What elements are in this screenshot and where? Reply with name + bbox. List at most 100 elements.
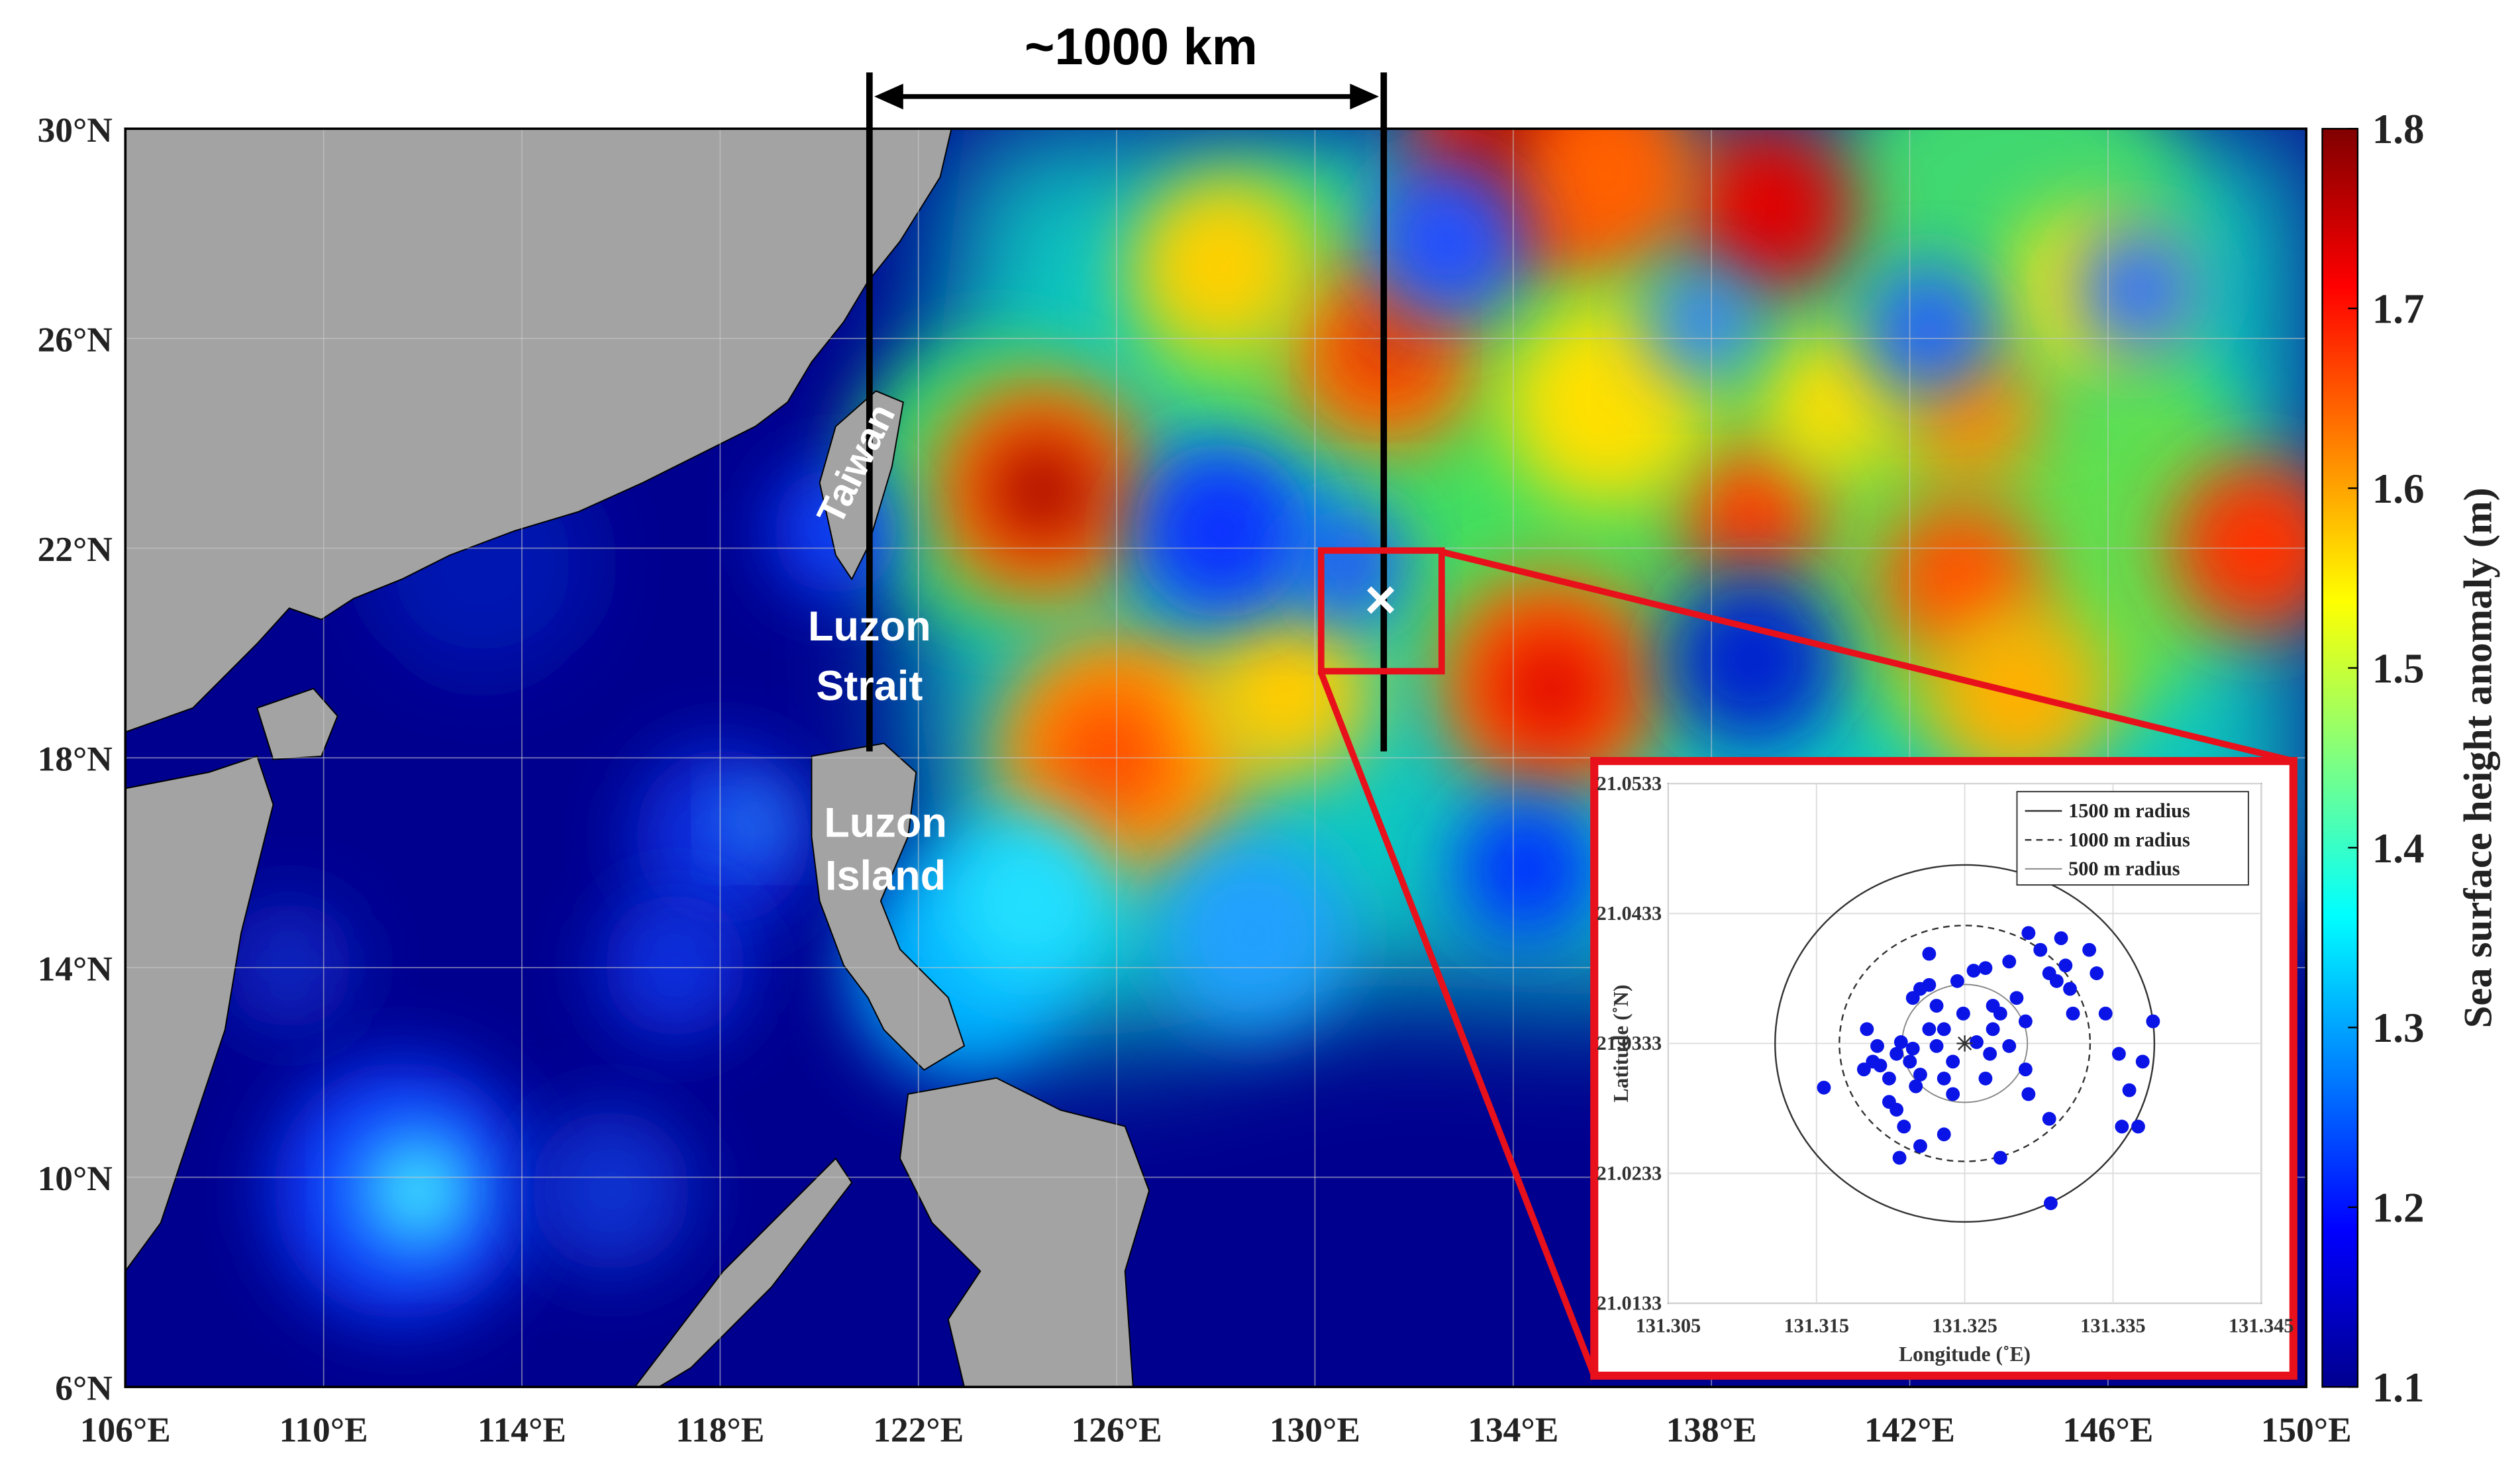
- point: [1905, 1041, 1920, 1056]
- point: [1993, 1006, 2007, 1021]
- colorbar-label: Sea surface height anomaly (m): [2456, 487, 2500, 1028]
- x-tick-label: 138°E: [1666, 1410, 1757, 1450]
- distance-marker: ~1000 km: [866, 19, 1387, 752]
- point: [1909, 1079, 1923, 1093]
- site-box: [1317, 547, 1445, 675]
- radius-circle: [1839, 925, 2092, 1162]
- point: [1956, 1006, 1970, 1021]
- point: [2018, 1014, 2033, 1029]
- colorbar-tick-label: 1.1: [2372, 1364, 2425, 1411]
- x-tick-label: 146°E: [2062, 1410, 2153, 1450]
- field-blob: [1679, 442, 1825, 587]
- y-tick-label: 18°N: [38, 739, 113, 779]
- colorbar-tick-label: 1.4: [2372, 825, 2425, 872]
- point: [2063, 982, 2077, 996]
- point: [1870, 1038, 1884, 1053]
- point: [2058, 958, 2073, 973]
- point: [2135, 1054, 2150, 1069]
- point: [2049, 974, 2064, 988]
- point: [1983, 1046, 1997, 1061]
- field-blob: [1197, 603, 1374, 781]
- y-tick-label: 21.0433: [1597, 902, 1662, 925]
- visayas-mindanao: [899, 1077, 1150, 1388]
- point: [1929, 1038, 1944, 1053]
- field-blob: [361, 1134, 474, 1247]
- y-tick-label: 21.0133: [1597, 1292, 1662, 1314]
- point: [2146, 1014, 2160, 1029]
- point: [1913, 1139, 1927, 1153]
- zoom-connector: [1318, 548, 2294, 1377]
- field-blob: [1133, 442, 1310, 620]
- point: [1986, 1022, 2000, 1037]
- colorbar-tick-label: 1.8: [2372, 106, 2425, 152]
- point: [1890, 1046, 1904, 1061]
- point: [2009, 991, 2024, 1005]
- taiwan: [819, 390, 904, 581]
- field-blob: [1511, 128, 1704, 274]
- point: [1937, 1127, 1951, 1142]
- island-label: Luzon: [824, 799, 947, 846]
- y-tick-label: 21.0333: [1597, 1032, 1662, 1054]
- hainan: [256, 687, 338, 760]
- point: [1946, 1054, 1960, 1069]
- y-tick-label: 22°N: [38, 529, 113, 569]
- point: [1993, 1150, 2007, 1165]
- point: [1913, 1068, 1927, 1082]
- field-blob: [1647, 265, 1760, 378]
- colorbar-tick-label: 1.2: [2372, 1185, 2425, 1231]
- field-blob: [723, 788, 788, 853]
- point: [1922, 978, 1937, 992]
- x-tick-label: 110°E: [279, 1410, 368, 1450]
- point: [1897, 1119, 1911, 1134]
- distance-label: ~1000 km: [1025, 19, 1258, 76]
- point: [1893, 1035, 1908, 1049]
- point: [1922, 1022, 1937, 1037]
- point: [2082, 942, 2097, 957]
- x-tick-label: 131.345: [2229, 1314, 2294, 1337]
- point: [1882, 1071, 1896, 1086]
- field-blob: [1679, 128, 1856, 298]
- zoom-line: [1440, 548, 2294, 764]
- y-tick-label: 10°N: [38, 1158, 113, 1198]
- point: [2131, 1119, 2145, 1134]
- point: [1922, 946, 1937, 961]
- point: [1873, 1058, 1888, 1073]
- point: [1937, 1022, 1951, 1037]
- x-tick-label: 131.335: [2080, 1314, 2146, 1337]
- y-tick-label: 6°N: [55, 1368, 113, 1408]
- y-tick-label: 21.0233: [1597, 1162, 1662, 1184]
- x-tick-label: 114°E: [478, 1410, 566, 1450]
- x-tick-label: 122°E: [873, 1410, 964, 1450]
- x-tick-label: 126°E: [1072, 1410, 1162, 1450]
- point: [2033, 942, 2048, 957]
- point: [1966, 964, 1981, 978]
- palawan: [634, 1157, 853, 1388]
- colorbar-tick-label: 1.3: [2372, 1005, 2425, 1051]
- point: [2043, 1196, 2058, 1211]
- field-blob: [1157, 836, 1350, 1030]
- field-blob: [1494, 632, 1607, 745]
- field-blob: [602, 893, 748, 1038]
- legend-label: 1500 m radius: [2068, 799, 2190, 822]
- field-blob: [1864, 265, 1993, 395]
- point: [1946, 1087, 1960, 1101]
- luzon: [811, 742, 966, 1071]
- field-blob: [1663, 571, 1840, 748]
- field-blob: [985, 434, 1098, 547]
- x-tick-label: 118°E: [676, 1410, 764, 1450]
- china-coast: [125, 128, 952, 733]
- y-tick-label: 30°N: [38, 110, 113, 150]
- y-tick-label: 21.0533: [1597, 772, 1662, 795]
- point: [1856, 1062, 1871, 1077]
- field-blob: [2073, 225, 2202, 354]
- point: [1970, 1035, 1984, 1049]
- point: [2111, 1046, 2126, 1061]
- point: [2122, 1083, 2137, 1097]
- x-tick-label: 134°E: [1468, 1410, 1558, 1450]
- point: [2021, 1087, 2036, 1101]
- x-axis-label: Longitude (˚E): [1899, 1342, 2031, 1366]
- colorbar-tick-label: 1.6: [2372, 466, 2425, 512]
- indochina: [125, 755, 274, 1272]
- colorbar-tick-label: 1.7: [2372, 286, 2425, 332]
- point: [1817, 1080, 1831, 1095]
